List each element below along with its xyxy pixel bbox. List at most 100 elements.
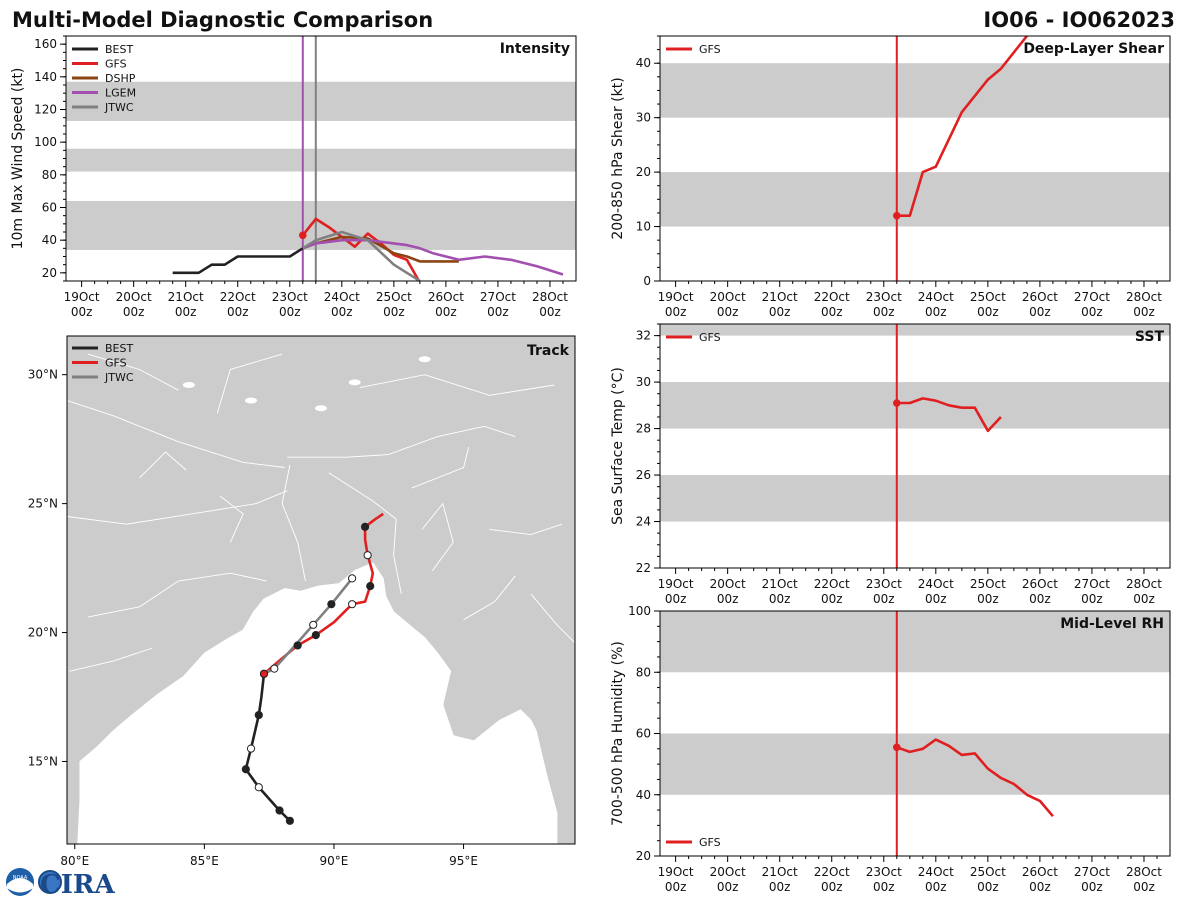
border-line [287,425,516,458]
intensity-xtick-label: 26Oct [428,290,464,304]
intensity-xtick-time: 00z [279,305,301,319]
sst-xtick-time: 00z [1133,592,1155,606]
border-line [359,374,555,396]
track-map-area [67,336,575,844]
rh-ytick-label: 20 [636,849,651,863]
sst-frame [659,323,1171,569]
lake [315,405,327,412]
rh-legend-label: GFS [699,836,721,849]
intensity-xtick-time: 00z [331,305,353,319]
sst-xtick-label: 27Oct [1074,577,1110,591]
track-point-best [285,816,294,825]
track-xtick-label: 85°E [190,854,219,868]
noaa-seal-text: NOAA [13,875,28,881]
sst-band [660,475,1170,522]
shear-xtick-label: 28Oct [1126,290,1162,304]
shear-xtick-label: 25Oct [970,290,1006,304]
track-xtick-label: 80°E [60,854,89,868]
intensity-xtick-label: 27Oct [480,290,516,304]
border-line [69,647,153,672]
shear-ytick-label: 30 [636,111,651,125]
sst-xtick-time: 00z [769,592,791,606]
rh-xtick-label: 24Oct [918,865,954,879]
intensity-plot-area [66,36,576,281]
track-point-gfs [293,641,302,650]
intensity-xtick-time: 00z [539,305,561,319]
sst-xtick-label: 24Oct [918,577,954,591]
shear-xtick-label: 24Oct [918,290,954,304]
shear-ytick-label: 20 [636,165,651,179]
track-point-gfs [259,669,269,678]
track-ytick-label: 30°N [28,368,58,382]
rh-ytick-label: 100 [628,604,651,618]
sst-xtick-label: 28Oct [1126,577,1162,591]
sst-panel: 22242628303219Oct00z20Oct00z21Oct00z22Oc… [610,323,1171,606]
intensity-series-best [172,247,304,275]
border-line [421,502,454,571]
rh-ytick-label: 80 [636,665,651,679]
rh-ytick-label: 60 [636,727,651,741]
sst-xtick-label: 22Oct [814,577,850,591]
rh-xtick-time: 00z [873,880,895,894]
intensity-xtick-label: 25Oct [376,290,412,304]
sst-xtick-time: 00z [1029,592,1051,606]
lake [348,379,361,386]
intensity-title: Intensity [500,41,570,57]
shear-xtick-time: 00z [717,305,739,319]
rh-panel: 2040608010019Oct00z20Oct00z21Oct00z22Oct… [610,604,1171,894]
intensity-series-lgem [302,238,564,276]
intensity-legend-label: JTWC [104,101,134,114]
intensity-ytick-label: 100 [34,135,57,149]
border-line [216,353,283,414]
shear-xtick-time: 00z [821,305,843,319]
rh-xtick-time: 00z [769,880,791,894]
sst-start-marker [892,399,901,407]
sst-legend-label: GFS [699,331,721,344]
sst-band [660,382,1170,429]
intensity-ytick-label: 40 [42,233,57,247]
globe-icon [38,870,62,894]
intensity-xtick-time: 00z [487,305,509,319]
shear-xtick-time: 00z [977,305,999,319]
shear-ylabel: 200-850 hPa Shear (kt) [610,77,626,239]
intensity-xtick-label: 23Oct [272,290,308,304]
sst-xtick-label: 25Oct [970,577,1006,591]
intensity-legend-label: BEST [105,43,133,56]
cira-logo-text: CIRA [40,870,115,900]
rh-xtick-time: 00z [925,880,947,894]
track-point-best [254,783,263,792]
sst-xtick-label: 19Oct [658,577,694,591]
sst-xtick-label: 20Oct [710,577,746,591]
rh-series-gfs [896,738,1054,818]
intensity-ytick-label: 140 [34,70,57,84]
intensity-xtick-label: 28Oct [532,290,568,304]
intensity-band [66,81,576,121]
shear-band [660,63,1170,118]
sst-ytick-label: 24 [636,515,651,529]
shear-xtick-label: 19Oct [658,290,694,304]
border-line [87,572,267,618]
shear-xtick-time: 00z [1133,305,1155,319]
intensity-panel: 2040608010012014016019Oct00z20Oct00z21Oc… [10,35,577,319]
shear-xtick-label: 20Oct [710,290,746,304]
track-point-best [275,806,284,815]
lake [418,356,431,363]
track-point-gfs [360,522,370,531]
rh-band [660,611,1170,673]
intensity-ytick-label: 20 [42,266,57,280]
intensity-legend-label: GFS [105,58,127,71]
sst-series-gfs [896,397,1002,433]
shear-xtick-time: 00z [1029,305,1051,319]
shear-ytick-label: 40 [636,56,651,70]
shear-xtick-time: 00z [873,305,895,319]
rh-xtick-time: 00z [1081,880,1103,894]
intensity-band [66,148,576,172]
lake [182,381,195,388]
track-legend-label: BEST [105,342,133,355]
border-line [139,451,187,479]
track-best [244,673,291,822]
track-point-best [246,744,256,753]
border-line [67,400,285,468]
rh-xtick-label: 20Oct [710,865,746,879]
shear-start-marker [892,211,901,220]
